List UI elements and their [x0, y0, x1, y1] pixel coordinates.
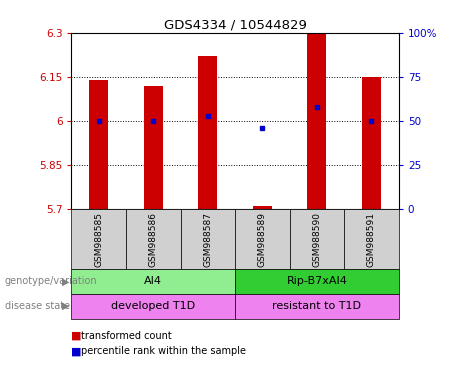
- Bar: [362, 77, 381, 209]
- Text: ▶: ▶: [62, 276, 70, 286]
- Bar: [235, 294, 399, 319]
- Text: developed T1D: developed T1D: [111, 301, 195, 311]
- Bar: [253, 206, 272, 209]
- Text: ■: ■: [71, 331, 82, 341]
- Bar: [71, 269, 235, 294]
- Text: disease state: disease state: [5, 301, 70, 311]
- Bar: [144, 86, 163, 209]
- Text: GSM988587: GSM988587: [203, 212, 213, 266]
- Bar: [198, 56, 218, 209]
- Text: GSM988590: GSM988590: [313, 212, 321, 266]
- Text: GSM988591: GSM988591: [367, 212, 376, 266]
- Text: AI4: AI4: [144, 276, 162, 286]
- Text: Rip-B7xAI4: Rip-B7xAI4: [286, 276, 348, 286]
- Text: GSM988589: GSM988589: [258, 212, 267, 266]
- Text: percentile rank within the sample: percentile rank within the sample: [81, 346, 246, 356]
- Bar: [344, 209, 399, 269]
- Text: ▶: ▶: [62, 301, 70, 311]
- Bar: [126, 209, 181, 269]
- Text: GSM988585: GSM988585: [94, 212, 103, 266]
- Bar: [235, 269, 399, 294]
- Bar: [71, 209, 126, 269]
- Bar: [89, 80, 108, 209]
- Title: GDS4334 / 10544829: GDS4334 / 10544829: [164, 18, 307, 31]
- Bar: [235, 209, 290, 269]
- Text: GSM988586: GSM988586: [149, 212, 158, 266]
- Bar: [181, 209, 235, 269]
- Text: ■: ■: [71, 346, 82, 356]
- Text: genotype/variation: genotype/variation: [5, 276, 97, 286]
- Bar: [307, 33, 326, 209]
- Text: resistant to T1D: resistant to T1D: [272, 301, 361, 311]
- Bar: [290, 209, 344, 269]
- Text: transformed count: transformed count: [81, 331, 171, 341]
- Bar: [71, 294, 235, 319]
